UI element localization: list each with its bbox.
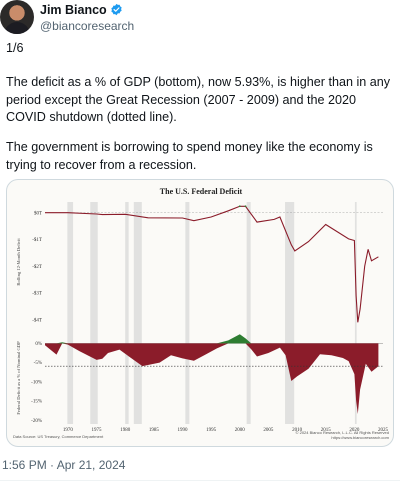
tweet-timestamp[interactable]: 1:56 PM · Apr 21, 2024 [2,458,126,472]
recession-band [185,202,190,424]
bottom-ytick-label: -10% [31,380,42,385]
recession-band [67,202,74,424]
xtick-label: 2015 [321,428,332,433]
deficit-chart: The U.S. Federal Deficit Rolling 12-Mont… [13,187,390,440]
avatar[interactable] [0,0,34,34]
xtick-label: 2025 [378,428,389,433]
deficit-pct-area [45,343,379,414]
tweet-paragraph-2: The government is borrowing to spend mon… [6,140,373,172]
verified-badge-icon [111,3,122,16]
surplus-point [244,205,247,208]
bottom-ytick-label: -15% [31,400,42,405]
avatar-shoulders [4,22,30,34]
recession-band [285,202,295,424]
recession-band [354,202,357,424]
source-note: Data Source: US Treasury, Commerce Depar… [13,434,104,439]
bottom-ytick-label: -5% [34,361,42,366]
xtick-label: 1995 [206,428,217,433]
xtick-label: 1990 [177,428,188,433]
tweet-header: Jim Bianco @biancoresearch [0,0,400,36]
top-ytick-label: -$4T [32,318,42,323]
recession-band [133,202,142,424]
xtick-label: 1975 [92,428,103,433]
xtick-label: 1985 [149,428,160,433]
chart-image[interactable]: The U.S. Federal Deficit Rolling 12-Mont… [6,179,394,447]
xtick-label: 1980 [120,428,131,433]
top-ytick-label: -$2T [32,265,42,270]
deficit-dollars-line [45,205,379,323]
recession-band [90,202,98,424]
copyright-line: © 2024 Bianco Research, L.L.C. All Right… [296,430,389,435]
recession-band [246,202,251,424]
xtick-label: 2005 [263,428,274,433]
bottom-ytick-label: -20% [31,419,42,424]
author-name[interactable]: Jim Bianco [40,3,107,17]
top-ytick-label: $0T [34,211,42,216]
top-ytick-label: -$3T [32,292,42,297]
chart-title: The U.S. Federal Deficit [160,187,243,196]
bottom-ylabel: Federal Deficit as a % of Nominal GDP [16,341,21,415]
copyright-note: © 2024 Bianco Research, L.L.C. All Right… [296,430,390,440]
recession-band [125,202,129,424]
author-handle[interactable]: @biancoresearch [40,19,135,33]
top-ytick-label: -$1T [32,238,42,243]
xtick-label: 2000 [235,428,246,433]
copyright-line: https://www.biancoresearch.com [331,435,389,440]
footer-divider [0,480,400,481]
xtick-label: 1970 [63,428,74,433]
surplus-point [238,205,241,208]
tweet-paragraph-1: The deficit as a % of GDP (bottom), now … [6,75,391,124]
xtick-label: 2020 [349,428,360,433]
top-ylabel: Rolling 12-Month Deficit [16,238,21,286]
xtick-label: 2010 [292,428,303,433]
bottom-ytick-label: 0% [35,342,42,347]
thread-count: 1/6 [6,41,24,55]
